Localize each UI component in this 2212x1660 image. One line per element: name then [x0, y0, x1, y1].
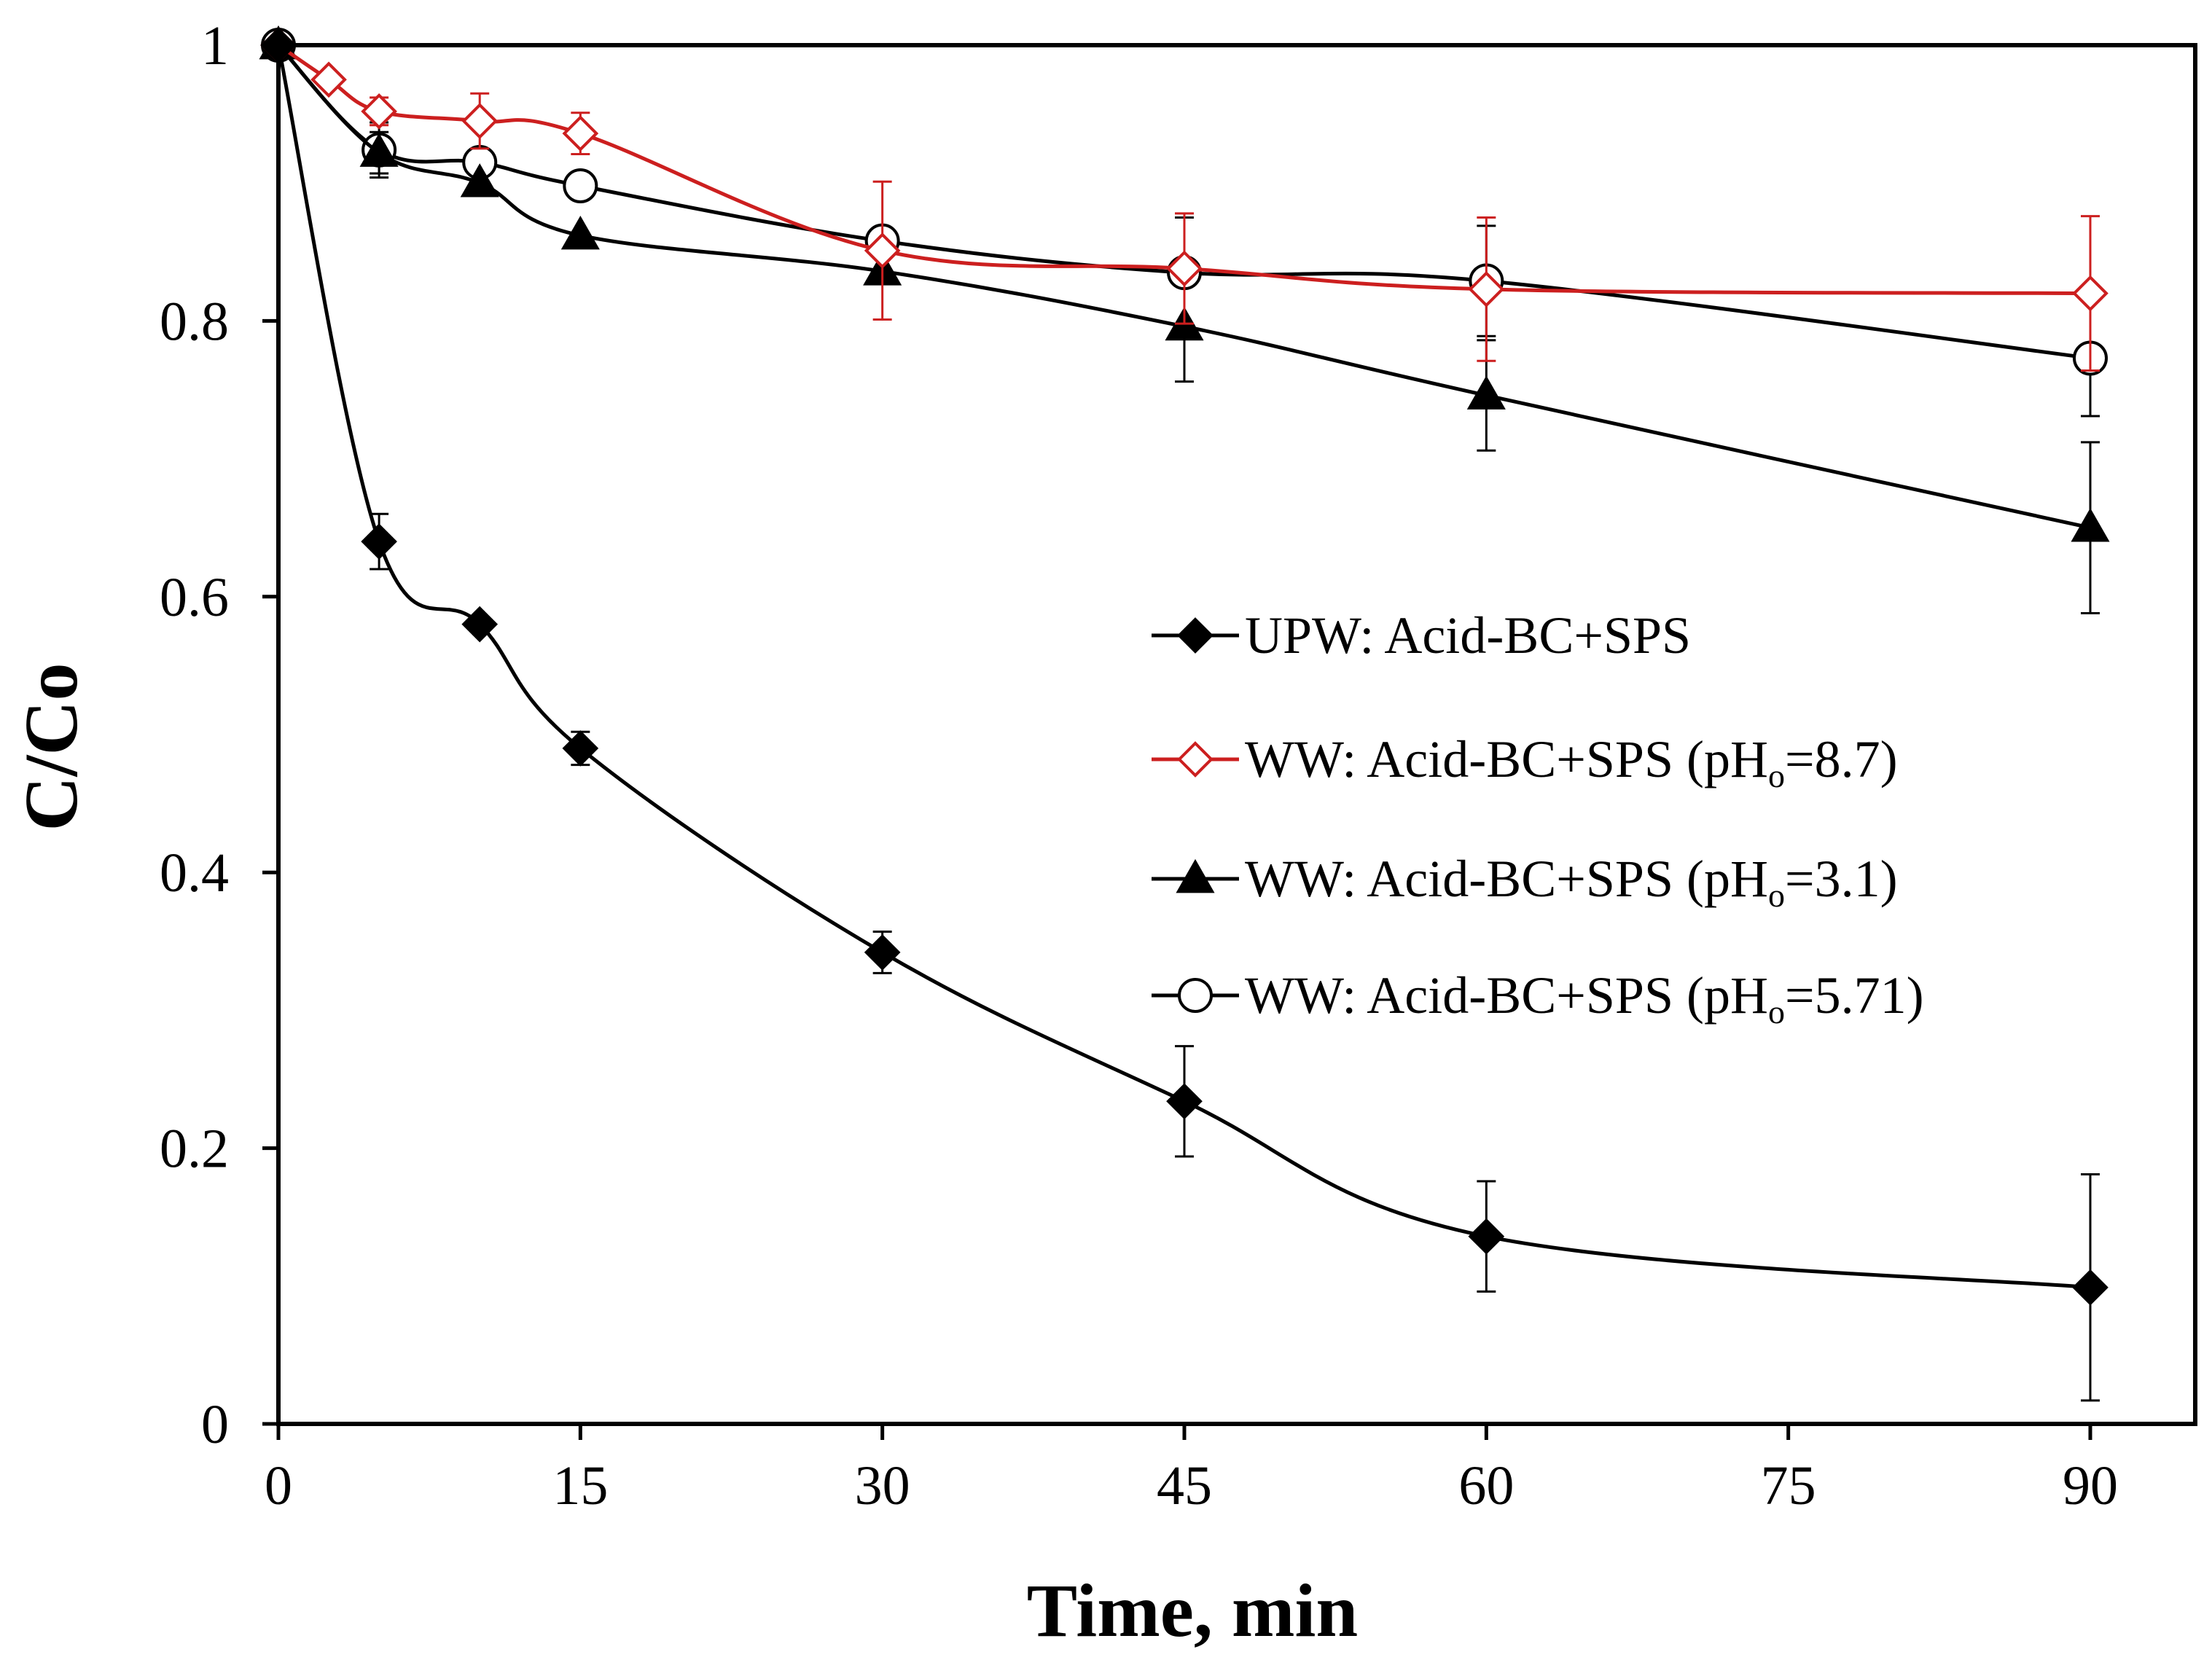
legend-marker	[1178, 978, 1213, 1013]
data-point	[864, 232, 901, 269]
legend-label: WW: Acid-BC+SPS (pHo=8.7)	[1245, 730, 1898, 794]
data-point	[560, 215, 600, 250]
data-point	[562, 730, 599, 767]
legend-label-main: WW: Acid-BC+SPS (pH	[1245, 850, 1768, 908]
series-layer	[259, 25, 2110, 1402]
data-point	[562, 115, 599, 152]
x-tick-label: 75	[1761, 1455, 1816, 1516]
legend-label: UPW: Acid-BC+SPS	[1245, 606, 1691, 665]
legend-label-suffix: =3.1)	[1785, 850, 1898, 908]
y-tick-label: 1	[201, 15, 229, 77]
data-point	[461, 606, 499, 643]
legend-entry-0: UPW: Acid-BC+SPS	[1152, 606, 1691, 665]
plot-frame	[276, 43, 2197, 1426]
x-tick-label: 45	[1157, 1455, 1212, 1516]
x-tick-label: 90	[2063, 1455, 2118, 1516]
x-tick-label: 15	[552, 1455, 608, 1516]
legend-label-main: WW: Acid-BC+SPS (pH	[1245, 966, 1768, 1025]
legend-label-sub: o	[1768, 993, 1785, 1030]
data-point	[361, 93, 397, 130]
legend-label-suffix: =5.71)	[1785, 966, 1924, 1025]
data-point	[2071, 508, 2110, 542]
y-tick-label: 0.4	[160, 842, 229, 904]
x-axis-title: Time, min	[1027, 1569, 1359, 1653]
series-1	[260, 27, 2109, 372]
legend-marker	[1177, 741, 1214, 778]
data-point	[563, 168, 598, 203]
y-tick-label: 0.2	[160, 1119, 229, 1180]
data-point	[1166, 250, 1203, 287]
legend-label-sub: o	[1768, 757, 1785, 794]
data-point	[359, 133, 399, 167]
series-line	[277, 44, 2091, 530]
data-point	[1166, 1083, 1203, 1120]
x-tick-label: 60	[1458, 1455, 1514, 1516]
data-point	[361, 523, 397, 560]
legend-entry-1: WW: Acid-BC+SPS (pHo=8.7)	[1152, 730, 1898, 794]
legend-entry-3: WW: Acid-BC+SPS (pHo=5.71)	[1152, 966, 1924, 1030]
y-tick-label: 0	[201, 1394, 229, 1455]
legend-marker	[1177, 617, 1214, 654]
data-point	[461, 103, 499, 139]
data-point	[1466, 375, 1506, 410]
tick-layer: 0 15 30 45 60 75 90 0 0.2 0.4 0.6 0.8 1	[160, 15, 2118, 1516]
legend-entry-2: WW: Acid-BC+SPS (pHo=3.1)	[1152, 850, 1898, 914]
legend-label: WW: Acid-BC+SPS (pHo=3.1)	[1245, 850, 1898, 914]
data-point	[864, 934, 901, 971]
data-point	[2072, 1269, 2109, 1306]
legend-label-suffix: =8.7)	[1785, 730, 1898, 788]
x-tick-label: 0	[265, 1455, 292, 1516]
y-tick-label: 0.8	[160, 291, 229, 352]
data-point	[1468, 1218, 1505, 1255]
x-tick-label: 30	[855, 1455, 910, 1516]
data-point	[1468, 271, 1505, 308]
series-0	[260, 27, 2109, 1402]
legend-marker	[1176, 858, 1215, 893]
legend-label: WW: Acid-BC+SPS (pHo=5.71)	[1245, 966, 1924, 1030]
y-axis-title: C/Co	[9, 662, 93, 831]
legend-label-main: WW: Acid-BC+SPS (pH	[1245, 730, 1768, 788]
data-point	[460, 163, 499, 197]
data-point	[2072, 275, 2109, 312]
y-tick-label: 0.6	[160, 567, 229, 628]
legend-label-sub: o	[1768, 877, 1785, 914]
data-point	[310, 61, 347, 98]
legend-label-main: UPW: Acid-BC+SPS	[1245, 606, 1691, 665]
